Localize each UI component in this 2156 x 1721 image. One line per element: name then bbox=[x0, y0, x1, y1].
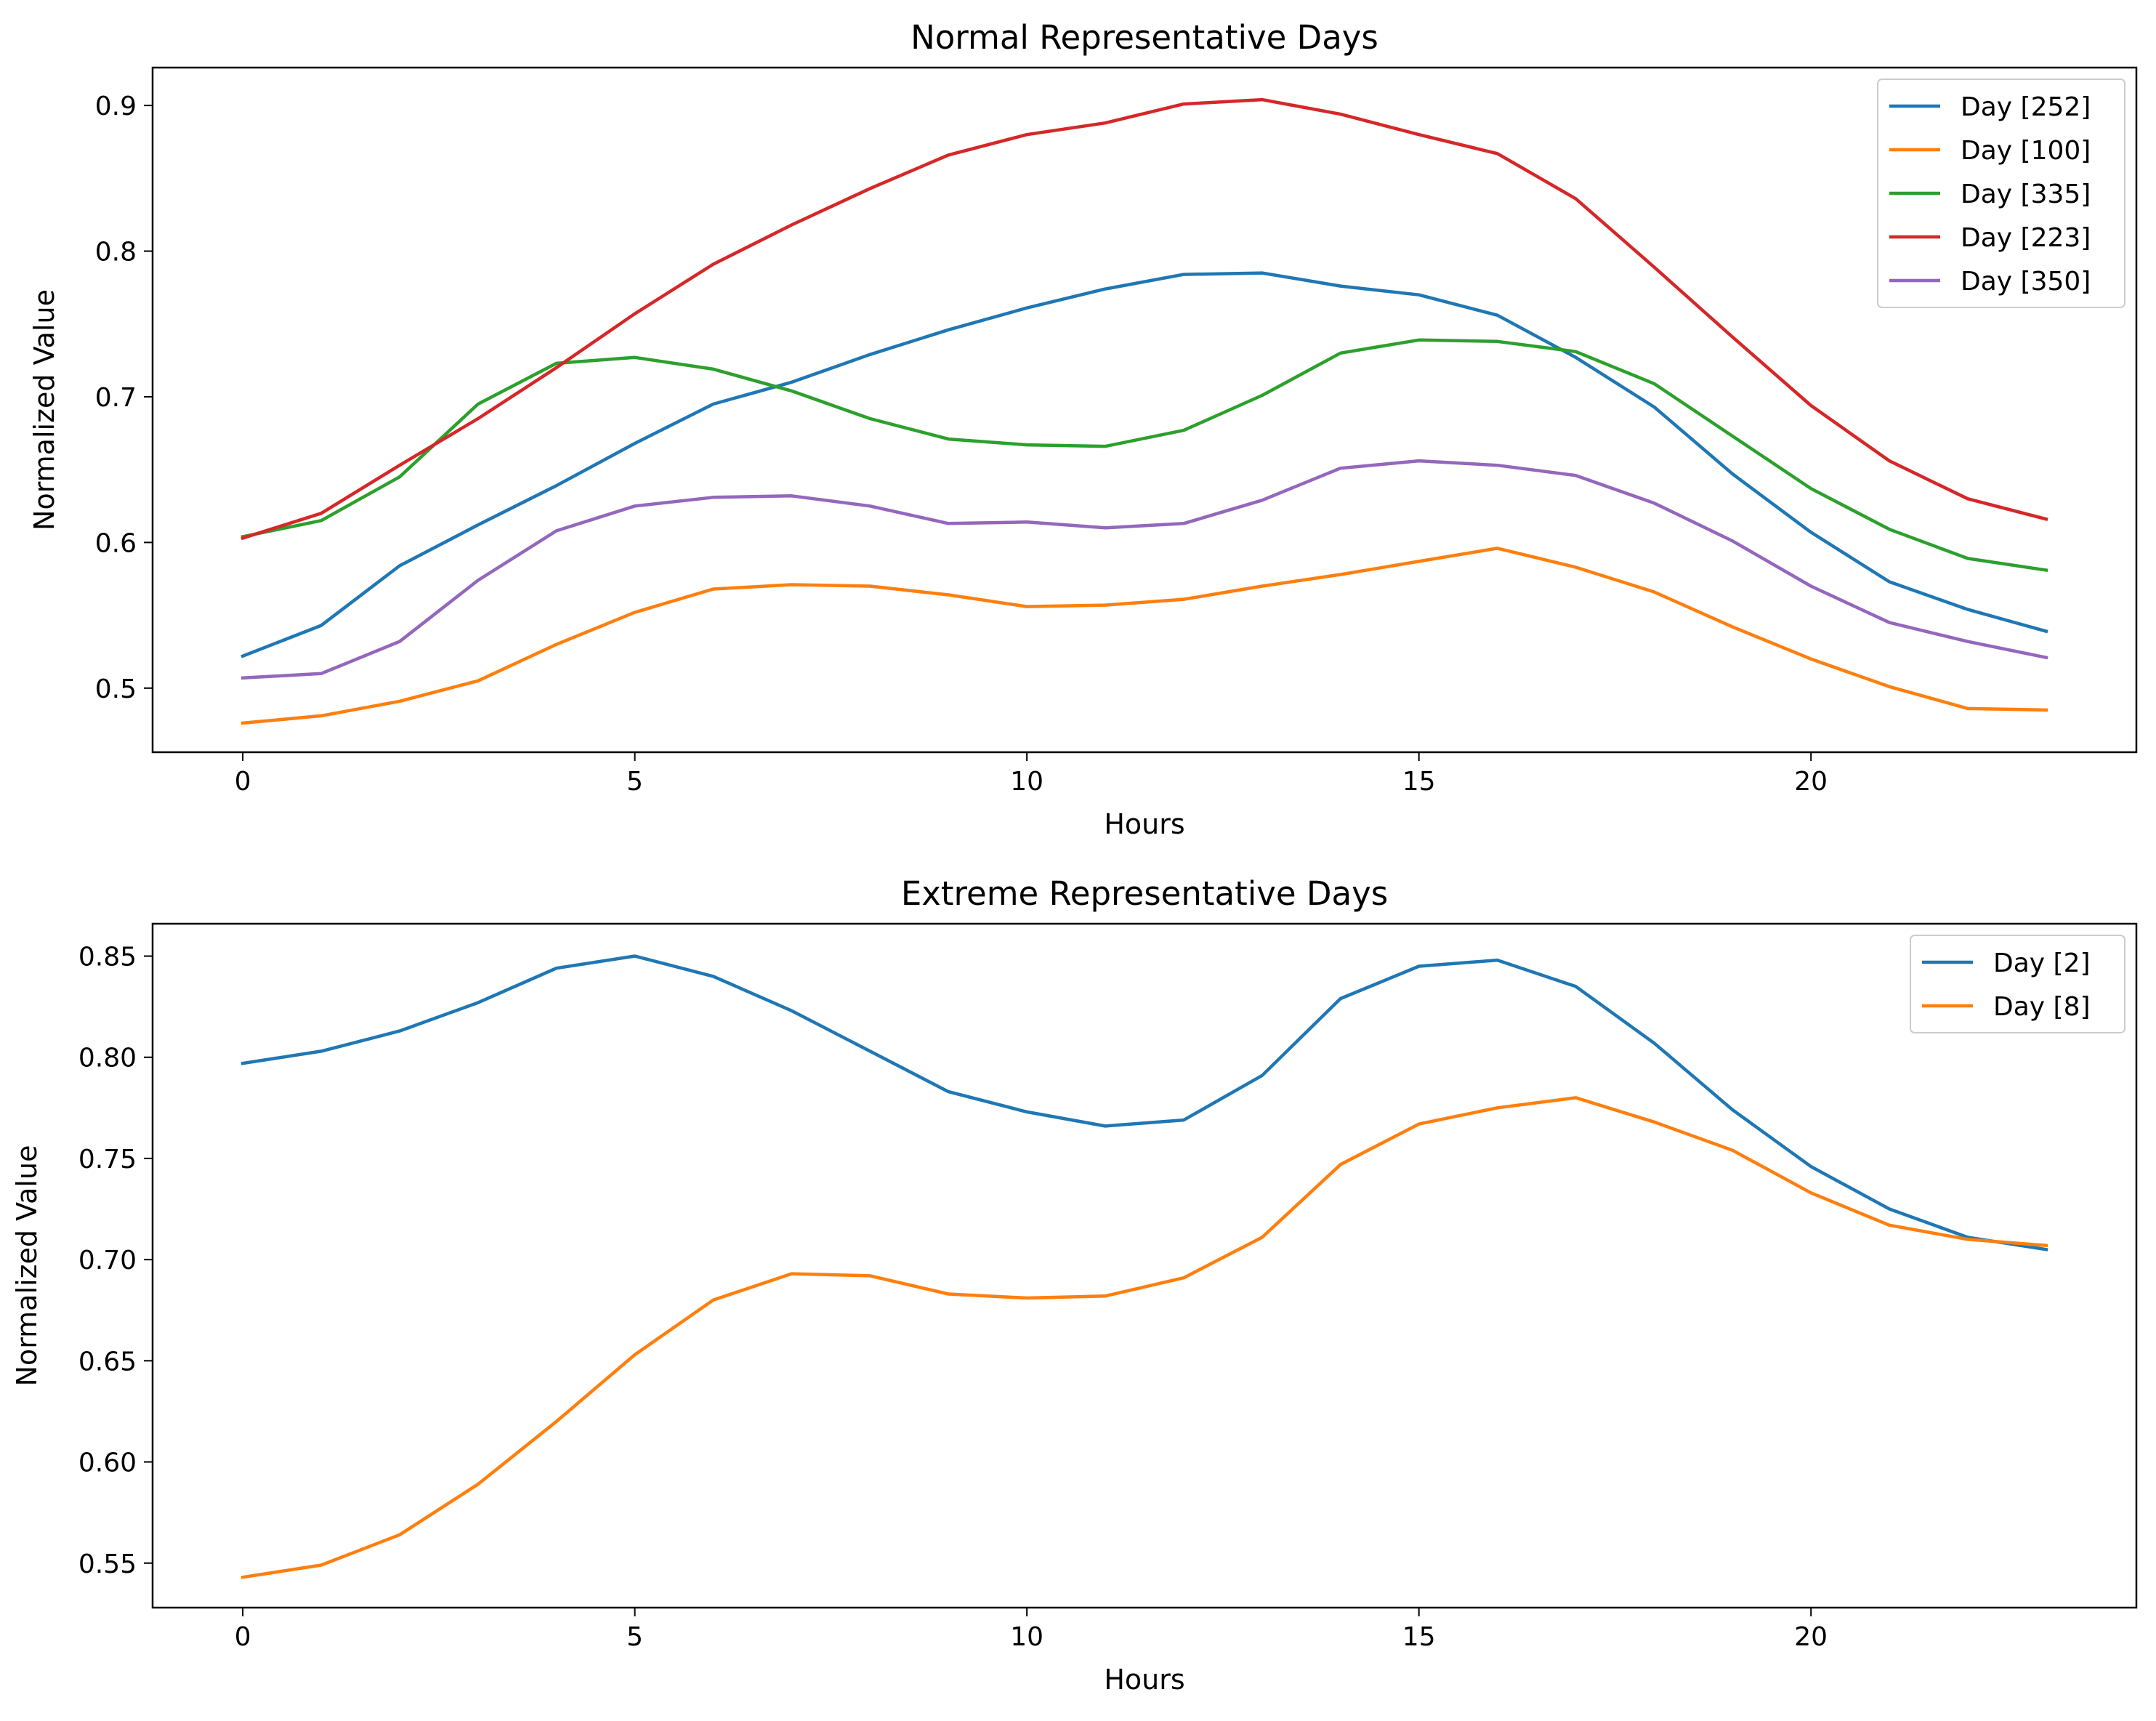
x-tick-label: 10 bbox=[1010, 1622, 1043, 1652]
legend-label: Day [8] bbox=[1993, 992, 2091, 1022]
legend-item-day-2: Day [2] bbox=[1922, 948, 2091, 978]
x-tick-label: 5 bbox=[626, 767, 643, 797]
y-axis-label: Normalized Value bbox=[28, 289, 60, 531]
legend-label: Day [335] bbox=[1961, 180, 2091, 209]
y-tick-label: 0.80 bbox=[78, 1044, 137, 1073]
plot-frame bbox=[151, 66, 2138, 754]
chart-title: Normal Representative Days bbox=[911, 18, 1378, 57]
legend-box bbox=[1877, 78, 2125, 308]
legend-label: Day [2] bbox=[1993, 948, 2091, 978]
x-tick-label: 0 bbox=[235, 767, 251, 797]
legend-box bbox=[1910, 935, 2125, 1033]
x-tick-label: 20 bbox=[1794, 1622, 1828, 1652]
x-axis-label: Hours bbox=[1104, 808, 1184, 840]
series-lines bbox=[241, 954, 2048, 1579]
y-tick-label: 0.65 bbox=[78, 1347, 137, 1377]
y-tick-label: 0.75 bbox=[78, 1145, 137, 1174]
legend-item-day-100: Day [100] bbox=[1889, 136, 2091, 166]
legend-label: Day [223] bbox=[1961, 223, 2091, 253]
series-line-day-8 bbox=[241, 1096, 2048, 1579]
x-tick-label: 20 bbox=[1794, 767, 1828, 797]
y-tick-label: 0.60 bbox=[78, 1448, 137, 1478]
y-tick-label: 0.55 bbox=[78, 1549, 137, 1579]
x-tick-label: 5 bbox=[626, 1622, 643, 1652]
x-tick-label: 15 bbox=[1402, 1622, 1436, 1652]
x-tick-label: 0 bbox=[235, 1622, 251, 1652]
legend-item-day-335: Day [335] bbox=[1889, 180, 2091, 209]
y-tick-label: 0.9 bbox=[95, 92, 137, 121]
y-axis-label: Normalized Value bbox=[11, 1145, 43, 1387]
y-tick-label: 0.5 bbox=[95, 674, 137, 704]
series-line-day-100 bbox=[241, 547, 2048, 725]
series-lines bbox=[241, 97, 2048, 725]
legend-label: Day [252] bbox=[1961, 92, 2091, 122]
y-tick-label: 0.6 bbox=[95, 528, 137, 558]
legend-item-day-252: Day [252] bbox=[1889, 92, 2091, 122]
y-tick-label: 0.85 bbox=[78, 943, 137, 972]
chart-normal-representative-days: Normal Representative Days 0 5 10 15 20 0.5 0.6… bbox=[28, 18, 2138, 840]
series-line-day-252 bbox=[241, 271, 2048, 658]
series-line-day-335 bbox=[241, 338, 2048, 573]
legend-item-day-8: Day [8] bbox=[1922, 992, 2091, 1022]
x-axis-label: Hours bbox=[1104, 1664, 1184, 1696]
legend-item-day-350: Day [350] bbox=[1889, 267, 2091, 297]
chart-extreme-representative-days: Extreme Representative Days 0 5 10 15 20 0.55 0… bbox=[11, 874, 2138, 1696]
y-tick-label: 0.7 bbox=[95, 383, 137, 413]
legend-label: Day [350] bbox=[1961, 267, 2091, 297]
series-line-day-350 bbox=[241, 459, 2048, 680]
series-line-day-2 bbox=[241, 954, 2048, 1252]
chart-title: Extreme Representative Days bbox=[901, 874, 1388, 913]
legend: Day [252] Day [100] Day [335] Day [223] Day … bbox=[1877, 78, 2125, 308]
y-tick-label: 0.70 bbox=[78, 1246, 137, 1275]
legend-label: Day [100] bbox=[1961, 136, 2091, 166]
legend: Day [2] Day [8] bbox=[1910, 935, 2125, 1033]
x-tick-label: 15 bbox=[1402, 767, 1436, 797]
plot-frame bbox=[151, 922, 2138, 1609]
x-tick-label: 10 bbox=[1010, 767, 1043, 797]
y-tick-label: 0.8 bbox=[95, 238, 137, 267]
series-line-day-223 bbox=[241, 97, 2048, 541]
legend-item-day-223: Day [223] bbox=[1889, 223, 2091, 253]
